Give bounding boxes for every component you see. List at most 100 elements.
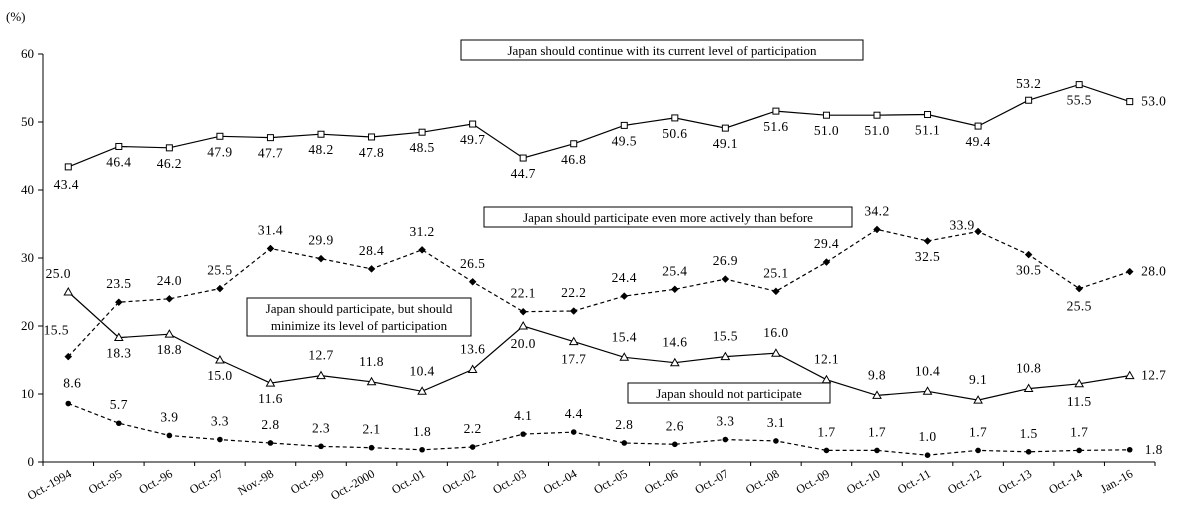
data-label-s3: 17.7 — [561, 352, 586, 367]
data-label-s4: 3.3 — [211, 414, 229, 429]
axes — [42, 54, 1155, 463]
series-lines — [67, 83, 1130, 456]
data-point-s1 — [1075, 81, 1083, 89]
series-line-4 — [68, 402, 1130, 456]
data-label-s3: 18.3 — [106, 346, 131, 361]
data-point-s3 — [1124, 370, 1135, 380]
data-label-s3: 20.0 — [511, 336, 536, 351]
annotation-box-not-participate — [627, 382, 831, 404]
series-line-3 — [67, 291, 1130, 401]
x-tick-label: Oct.-13 — [996, 466, 1034, 496]
data-label-s4: 3.1 — [767, 415, 785, 430]
data-point-s3 — [467, 364, 478, 374]
data-label-s2: 25.1 — [763, 265, 788, 280]
x-tick-label: Oct.-07 — [692, 466, 730, 496]
data-label-s4: 4.4 — [565, 406, 583, 421]
data-point-s3 — [265, 378, 276, 387]
data-label-s4: 2.3 — [312, 420, 330, 435]
data-label-s1: 49.5 — [612, 133, 637, 148]
y-tick-label: 0 — [28, 454, 35, 469]
data-point-s1 — [721, 124, 729, 132]
data-point-s3 — [619, 352, 630, 361]
data-point-s2 — [1075, 284, 1084, 293]
data-point-s2 — [670, 285, 679, 294]
data-label-s3: 18.8 — [157, 342, 182, 357]
data-label-s1: 48.5 — [409, 140, 434, 155]
data-label-s2: 25.5 — [1067, 299, 1092, 314]
x-tick-label: Oct.-10 — [844, 466, 882, 496]
data-point-s2 — [822, 258, 831, 266]
annotations: Japan should continue with its current l… — [246, 39, 864, 404]
data-label-s3: 11.6 — [258, 391, 283, 406]
data-label-s3: 13.6 — [460, 342, 485, 357]
data-point-s1 — [469, 120, 477, 128]
data-point-s3 — [316, 370, 326, 380]
x-tick-label: Oct.-06 — [642, 466, 680, 496]
data-point-s4 — [570, 429, 577, 435]
data-point-s3 — [164, 329, 175, 338]
x-tick-label: Oct.-09 — [793, 466, 831, 496]
data-point-s1 — [772, 107, 780, 115]
x-tick-label: Oct.-12 — [945, 466, 983, 496]
data-point-s2 — [418, 245, 426, 254]
data-point-s3 — [215, 354, 225, 364]
data-label-s3: 14.6 — [662, 335, 687, 350]
x-tick-label: Oct.-01 — [389, 466, 427, 496]
data-point-s4 — [419, 446, 425, 453]
data-label-s3: 15.4 — [612, 329, 637, 344]
data-label-s1: 53.2 — [1016, 76, 1041, 91]
annotation-minimize-line1: Japan should participate, but should — [266, 301, 453, 316]
data-label-s4: 3.3 — [716, 414, 734, 429]
data-label-s1: 46.4 — [106, 154, 131, 169]
data-point-s1 — [974, 122, 982, 130]
data-point-s3 — [518, 320, 529, 330]
data-label-s4: 1.8 — [413, 424, 431, 439]
data-point-s3 — [771, 348, 781, 357]
data-label-s2: 26.9 — [713, 253, 738, 268]
data-point-s4 — [1126, 446, 1133, 453]
data-point-s2 — [468, 277, 477, 286]
data-label-s2: 28.0 — [1141, 264, 1166, 279]
data-label-s4: 1.7 — [1070, 424, 1088, 439]
data-point-s1 — [115, 142, 123, 150]
data-label-s3: 11.8 — [359, 354, 384, 369]
data-point-s2 — [772, 287, 780, 296]
data-point-s3 — [63, 286, 74, 296]
data-label-s4: 1.0 — [919, 429, 937, 444]
x-tick-label: Oct.-96 — [136, 466, 174, 496]
x-tick-label: Oct.-11 — [895, 466, 933, 496]
data-label-s1: 49.1 — [713, 136, 738, 151]
data-point-s2 — [721, 275, 730, 283]
data-point-s1 — [570, 140, 578, 148]
data-label-s3: 10.4 — [409, 363, 434, 378]
data-point-s2 — [923, 237, 932, 245]
data-point-s1 — [418, 128, 426, 136]
data-point-s1 — [368, 133, 376, 141]
data-label-s1: 47.7 — [258, 146, 283, 161]
data-point-s1 — [165, 144, 173, 152]
data-label-s4: 2.8 — [615, 417, 633, 432]
data-point-s2 — [64, 352, 73, 361]
y-tick-label: 30 — [21, 250, 34, 265]
data-label-s3: 11.5 — [1067, 394, 1092, 409]
data-label-s2: 25.4 — [662, 263, 687, 278]
data-point-s2 — [620, 292, 629, 300]
data-label-s4: 2.2 — [464, 421, 482, 436]
data-label-s1: 47.9 — [207, 144, 232, 159]
data-label-s4: 1.7 — [868, 424, 886, 439]
data-point-s4 — [469, 444, 476, 450]
data-point-s3 — [821, 374, 832, 384]
x-tick-label: Oct.-08 — [743, 466, 781, 496]
data-point-s3 — [417, 386, 427, 395]
data-label-s2: 33.9 — [949, 217, 974, 232]
data-point-s4 — [217, 436, 223, 443]
data-point-s2 — [1024, 250, 1033, 259]
data-label-s4: 2.8 — [261, 417, 279, 432]
data-point-s4 — [1025, 449, 1032, 455]
x-tick-label: Oct.-99 — [288, 466, 326, 496]
data-label-s2: 31.4 — [258, 222, 283, 237]
data-label-s3: 12.7 — [1141, 368, 1166, 383]
data-point-s2 — [367, 265, 376, 273]
x-tick-label: Jan.-16 — [1098, 466, 1135, 496]
data-point-s4 — [368, 444, 375, 451]
